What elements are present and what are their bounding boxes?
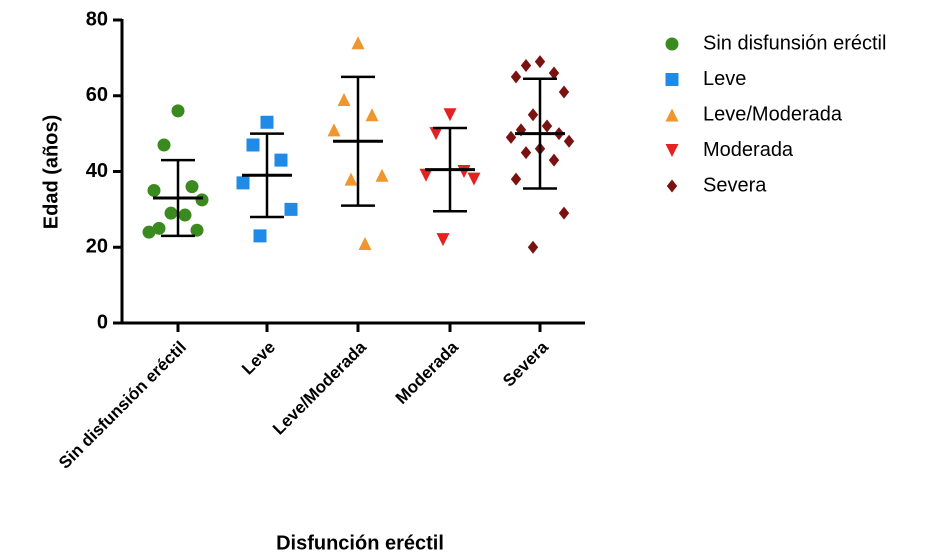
y-tick-label: 80 [86,8,108,30]
legend-marker [665,73,679,86]
data-point [558,85,570,99]
data-point [429,127,443,141]
data-point [527,108,539,122]
data-point [467,172,481,186]
legend-label: Severa [703,174,767,196]
data-point [443,108,457,122]
data-point [246,138,260,152]
data-point [337,93,351,107]
data-point [157,138,171,152]
legend-marker [665,37,679,51]
data-point [436,233,450,247]
data-point [236,176,250,190]
data-point [195,193,209,207]
data-point [253,229,267,243]
x-tick-label: Moderada [392,337,463,408]
data-point [563,134,575,148]
data-point [178,208,192,222]
data-point [510,70,522,84]
data-point [147,183,161,197]
legend-label: Leve [703,68,746,90]
data-point [505,130,517,144]
legend-marker [665,144,679,157]
x-tick-label: Leve/Moderada [269,337,370,438]
data-point [520,58,532,72]
data-point [190,223,204,237]
data-point [510,172,522,186]
y-axis-label: Edad (años) [40,115,62,229]
data-point [260,115,274,129]
x-tick-label: Sin disfunsión eréctil [55,338,190,473]
legend-label: Moderada [703,139,794,161]
data-point [527,240,539,254]
data-point [351,36,365,50]
data-point [142,225,156,239]
y-tick-label: 20 [86,236,108,258]
data-point [548,153,560,167]
data-point [152,221,166,235]
x-axis-label: Disfunción eréctil [276,532,444,554]
data-point [344,172,358,186]
y-tick-label: 0 [97,311,108,333]
data-point [365,108,379,122]
data-point [185,180,199,194]
x-tick-label: Leve [238,338,279,379]
data-point [274,153,288,167]
data-point [164,206,178,220]
data-point [358,236,372,250]
data-point [457,165,471,178]
y-tick-label: 60 [86,84,108,106]
legend-label: Sin disfunsión eréctil [703,32,886,54]
data-point [284,202,298,216]
data-point [520,146,532,160]
data-point [171,104,185,118]
data-point [541,119,553,133]
legend-marker [665,108,679,122]
legend-marker [666,179,678,193]
data-point [558,206,570,220]
data-point [327,123,341,137]
data-point [534,55,546,69]
y-tick-label: 40 [86,160,108,182]
legend-label: Leve/Moderada [703,103,843,125]
x-tick-label: Severa [499,337,552,390]
data-point [375,168,389,182]
data-point [548,66,560,80]
data-point [419,168,433,182]
